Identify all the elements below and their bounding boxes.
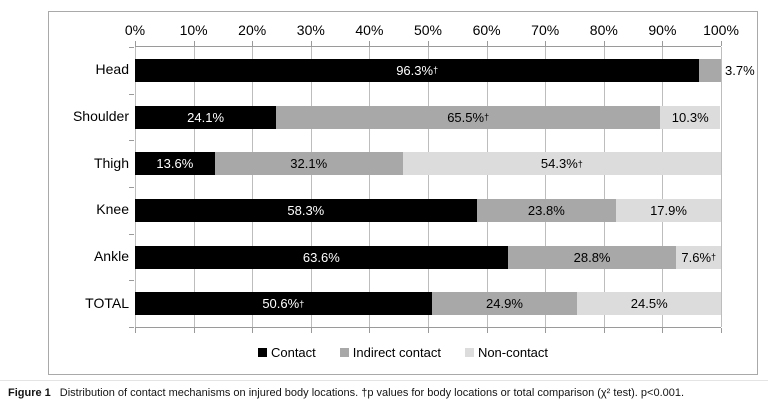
figure-caption: Figure 1 Distribution of contact mechanis… <box>8 386 762 400</box>
legend-label: Contact <box>270 344 316 360</box>
x-tick-label: 80% <box>589 22 618 38</box>
plot-area: 96.3% † 3.7% 24.1% 65.5% † 10.3% 13.6% 32.1% 54.3… <box>129 41 755 333</box>
category-axis-tick <box>129 140 134 141</box>
x-tick-label: 70% <box>531 22 560 38</box>
x-tick-label: 0% <box>124 22 146 38</box>
legend-item: Non-contact <box>464 344 549 360</box>
bar-row: 63.6% 28.8% 7.6% † <box>135 245 721 269</box>
gridline <box>252 47 254 327</box>
category-label: TOTAL <box>85 294 129 311</box>
category-axis-tick <box>129 94 134 95</box>
category-label: Head <box>95 61 129 78</box>
x-tick-label: 50% <box>413 22 443 38</box>
axis-tick <box>486 41 488 46</box>
x-tick-label: 30% <box>296 22 325 38</box>
gridline <box>193 47 195 327</box>
bar-row: 50.6% † 24.9% 24.5% <box>135 292 721 316</box>
axis-tick <box>310 328 312 333</box>
category-axis-tick <box>129 234 134 235</box>
legend-item: Contact <box>257 344 316 360</box>
gridline <box>603 47 605 327</box>
axis-tick <box>545 328 547 333</box>
x-tick-label: 20% <box>238 22 267 38</box>
bar-segment: 23.8% <box>476 198 617 222</box>
category-axis-tick <box>129 280 134 281</box>
axis-tick <box>662 41 664 46</box>
legend-marker <box>339 347 349 357</box>
gridline <box>310 47 312 327</box>
x-tick-label: 60% <box>472 22 501 38</box>
legend-marker <box>464 347 474 357</box>
axis-tick <box>252 41 254 46</box>
category-axis-tick <box>129 187 134 188</box>
gridline <box>486 47 488 327</box>
axis-tick <box>603 328 605 333</box>
bar-segment: 32.1% <box>214 152 403 176</box>
bar-segment: 28.8% <box>507 245 677 269</box>
axis-tick <box>486 328 488 333</box>
bar-segment: 13.6% <box>135 152 215 176</box>
axis-tick <box>603 41 605 46</box>
figure-caption-label: Figure 1 <box>8 387 51 399</box>
axis-tick <box>135 41 136 46</box>
bar-segment: 24.9% <box>431 292 578 316</box>
bar-segment: 58.3% <box>135 198 477 222</box>
legend-item: Indirect contact <box>339 344 441 360</box>
axis-tick <box>662 328 664 333</box>
category-label: Knee <box>96 201 129 218</box>
axis-tick <box>193 328 195 333</box>
x-tick-label: 100% <box>703 22 739 38</box>
figure-box: 96.3% † 3.7% 24.1% 65.5% † 10.3% 13.6% 32.1% 54.3… <box>48 11 758 375</box>
legend-marker <box>257 347 267 357</box>
category-axis-tick <box>129 47 134 48</box>
bar-segment: 7.6% † <box>676 245 721 269</box>
axis-tick <box>193 41 195 46</box>
bar-row: 13.6% 32.1% 54.3% † <box>135 152 721 176</box>
caption-divider <box>0 380 768 381</box>
bar-segment: 24.1% <box>135 105 277 129</box>
axis-tick <box>428 41 429 46</box>
figure-caption-text: Distribution of contact mechanisms on in… <box>59 387 685 399</box>
category-label: Thigh <box>93 154 129 171</box>
category-axis-tick <box>129 327 134 328</box>
x-tick-label: 10% <box>179 22 208 38</box>
x-tick-label: 90% <box>648 22 677 38</box>
axis-tick <box>369 328 371 333</box>
legend-label: Non-contact <box>477 344 549 360</box>
axis-tick <box>310 41 312 46</box>
category-label: Shoulder <box>72 107 129 124</box>
gridline <box>369 47 371 327</box>
bar-segment: 63.6% <box>135 245 508 269</box>
x-tick-label: 40% <box>355 22 384 38</box>
bar-segment: 96.3% † <box>135 58 700 82</box>
bar-segment: 24.5% <box>577 292 721 316</box>
chart-legend: Contact Indirect contact Non-contact <box>49 342 757 362</box>
bar-row: 24.1% 65.5% † 10.3% <box>135 105 721 129</box>
bar-value-label: 3.7% <box>725 62 755 78</box>
axis-tick <box>721 41 722 46</box>
category-label: Ankle <box>93 247 129 264</box>
legend-label: Indirect contact <box>352 344 441 360</box>
gridline <box>721 47 722 327</box>
gridline <box>662 47 664 327</box>
bar-segment: 65.5% † <box>276 105 661 129</box>
bar-row: 58.3% 23.8% 17.9% <box>135 198 721 222</box>
gridline <box>428 47 429 327</box>
bar-row: 96.3% † 3.7% <box>135 58 755 82</box>
gridline <box>135 47 136 327</box>
axis-tick <box>545 41 547 46</box>
axis-tick <box>252 328 254 333</box>
bar-segment: 17.9% <box>616 198 721 222</box>
axis-tick <box>369 41 371 46</box>
bar-segment <box>699 58 721 82</box>
axis-tick <box>135 328 136 333</box>
axis-tick <box>721 328 722 333</box>
bar-segment: 54.3% † <box>402 152 721 176</box>
gridline <box>545 47 547 327</box>
bar-segment: 10.3% <box>660 105 721 129</box>
axis-tick <box>428 328 429 333</box>
bar-segment: 50.6% † <box>135 292 432 316</box>
